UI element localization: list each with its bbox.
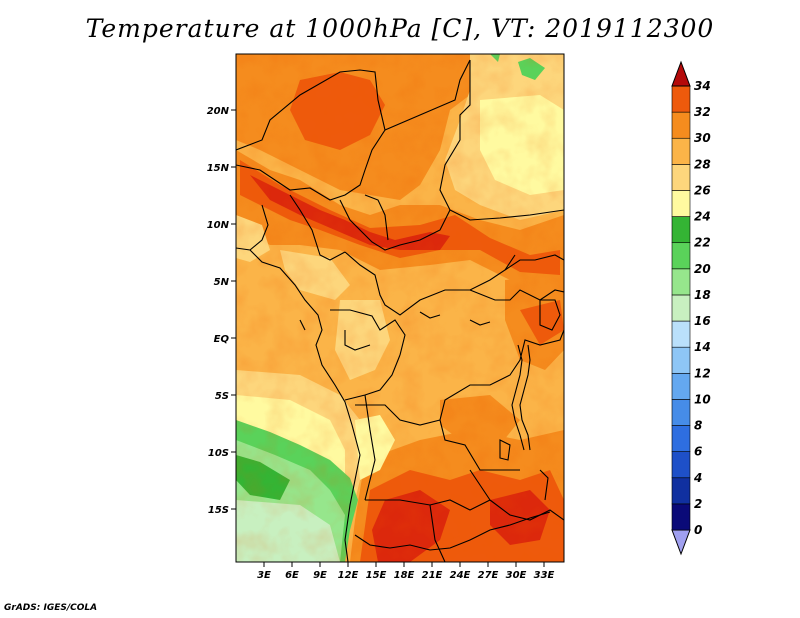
colorbar-label: 6 — [694, 445, 702, 459]
lat-label: 15S — [208, 505, 229, 516]
temperature-field — [236, 54, 564, 562]
lon-label: 30E — [506, 570, 527, 581]
colorbar-label: 16 — [694, 314, 711, 328]
colorbar-label: 10 — [694, 392, 711, 406]
map-title: Temperature at 1000hPa [C], VT: 20191123… — [85, 14, 715, 43]
lon-label: 24E — [450, 570, 471, 581]
colorbar-swatch — [671, 399, 691, 426]
colorbar-label: 32 — [694, 105, 711, 119]
colorbar-swatch — [671, 268, 691, 296]
lon-label: 18E — [394, 570, 415, 581]
colorbar-swatch — [671, 320, 691, 348]
colorbar-label: 24 — [694, 210, 711, 224]
lon-label: 9E — [313, 570, 327, 581]
lon-label: 15E — [366, 570, 387, 581]
longitude-axis: 3E 6E 9E 12E 15E 18E 21E 24E 27E 30E 33E — [257, 562, 555, 581]
colorbar-swatch — [671, 372, 691, 400]
colorbar-label: 18 — [694, 288, 711, 302]
colorbar-label: 20 — [694, 262, 711, 276]
lon-label: 21E — [422, 570, 443, 581]
colorbar-swatch — [671, 294, 691, 322]
lon-label: 6E — [285, 570, 299, 581]
colorbar-swatch — [671, 242, 691, 270]
colorbar-label: 8 — [694, 419, 702, 433]
colorbar-swatch — [671, 85, 691, 113]
colorbar-swatch — [671, 503, 691, 531]
colorbar-label: 28 — [694, 157, 711, 171]
colorbar-arrow-low — [671, 529, 691, 556]
colorbar-label: 0 — [694, 523, 702, 537]
lat-label: 15N — [207, 163, 230, 174]
colorbar-label: 4 — [693, 471, 702, 485]
colorbar-label: 34 — [694, 79, 711, 93]
colorbar-label: 12 — [694, 366, 711, 380]
colorbar-label: 22 — [694, 236, 711, 250]
lat-label: 20N — [207, 106, 230, 117]
colorbar-label: 14 — [694, 340, 711, 354]
colorbar-label: 30 — [694, 131, 711, 145]
colorbar-label: 26 — [694, 183, 711, 197]
colorbar-swatch — [671, 477, 691, 505]
map-frame — [235, 53, 565, 563]
lon-label: 12E — [338, 570, 359, 581]
colorbar-swatch — [671, 346, 691, 374]
country-borders — [236, 59, 564, 562]
lon-label: 3E — [257, 570, 271, 581]
lat-label: 5S — [215, 391, 229, 402]
colorbar-swatch — [671, 451, 691, 479]
colorbar-swatch — [671, 137, 691, 165]
lat-label: 10N — [207, 220, 230, 231]
lon-label: 27E — [478, 570, 499, 581]
colorbar-arrow-high — [671, 60, 691, 87]
grads-credit: GrADS: IGES/COLA — [4, 603, 98, 613]
colorbar-swatch — [671, 216, 691, 244]
lat-label: EQ — [214, 334, 230, 345]
lon-label: 33E — [534, 570, 555, 581]
lat-label: 10S — [208, 448, 229, 459]
colorbar-swatch — [671, 190, 691, 217]
lat-label: 5N — [214, 277, 230, 288]
colorbar-label: 2 — [694, 497, 702, 511]
latitude-axis: 20N 15N 10N 5N EQ 5S 10S 15S — [207, 106, 236, 516]
colorbar-swatch — [671, 111, 691, 139]
colorbar-swatch — [671, 164, 691, 191]
colorbar-swatch — [671, 425, 691, 452]
